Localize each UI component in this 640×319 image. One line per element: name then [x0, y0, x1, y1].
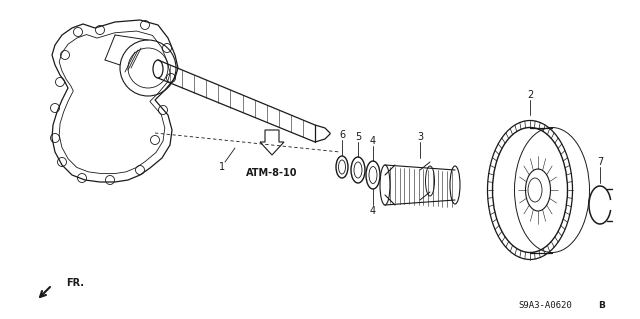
Text: FR.: FR. [66, 278, 84, 288]
Text: S9A3-A0620: S9A3-A0620 [518, 300, 572, 309]
Polygon shape [260, 130, 284, 155]
Text: ATM-8-10: ATM-8-10 [246, 168, 298, 178]
Text: 3: 3 [417, 132, 423, 142]
Text: 1: 1 [219, 162, 225, 172]
Text: 6: 6 [339, 130, 345, 140]
Text: 4: 4 [370, 206, 376, 216]
Text: 5: 5 [355, 132, 361, 142]
Text: 7: 7 [597, 157, 603, 167]
Text: B: B [598, 300, 605, 309]
Text: 4: 4 [370, 136, 376, 146]
Text: 2: 2 [527, 90, 533, 100]
